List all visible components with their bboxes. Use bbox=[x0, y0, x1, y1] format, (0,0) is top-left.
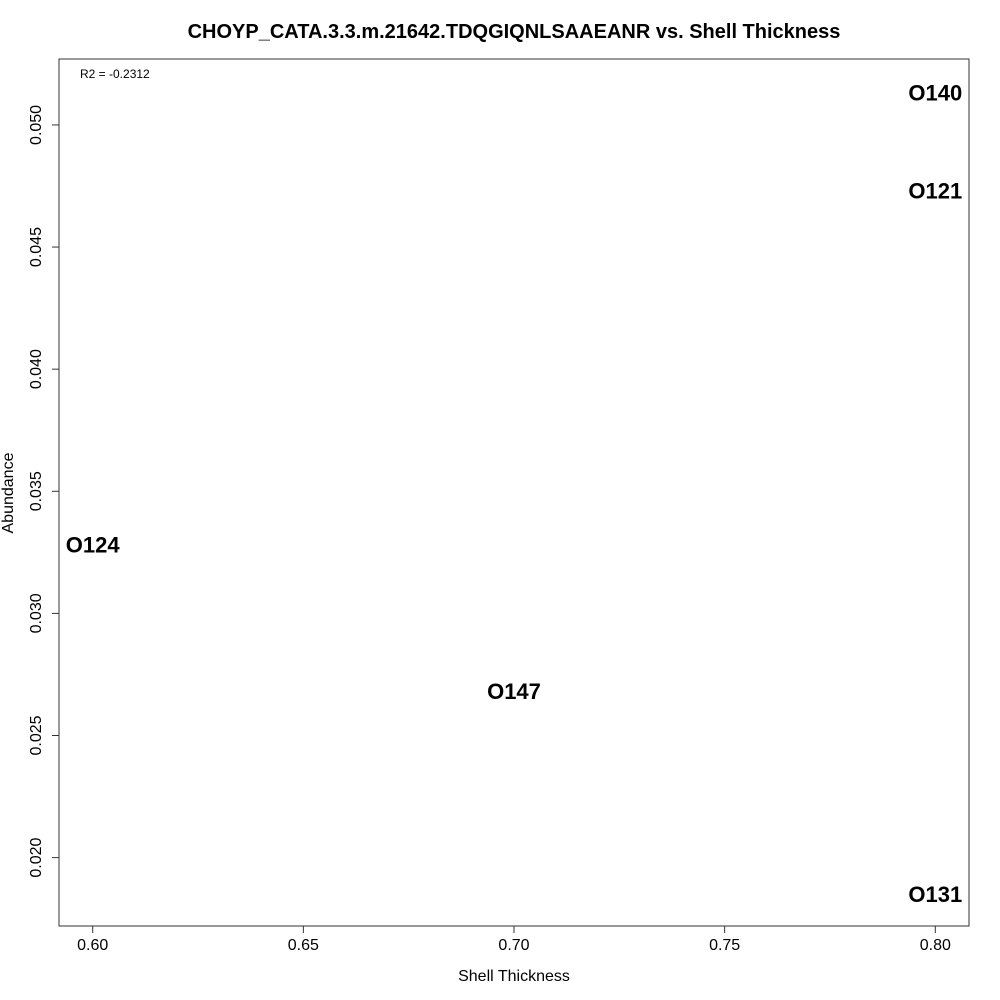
y-tick-label: 0.020 bbox=[28, 837, 45, 877]
point-label-o124: O124 bbox=[66, 533, 121, 558]
plot-frame bbox=[58, 58, 970, 927]
y-axis-label: Abundance bbox=[0, 452, 17, 533]
point-label-o140: O140 bbox=[908, 81, 962, 106]
y-tick-label: 0.050 bbox=[28, 105, 45, 145]
y-tick-label: 0.035 bbox=[28, 471, 45, 511]
point-label-o121: O121 bbox=[908, 178, 962, 203]
x-axis-label: Shell Thickness bbox=[458, 968, 570, 985]
point-label-o131: O131 bbox=[908, 882, 962, 907]
x-axis-ticks: 0.60 0.65 0.70 0.75 0.80 bbox=[77, 926, 951, 954]
data-points: O140 O121 O124 O147 O131 bbox=[66, 81, 962, 907]
chart-title: CHOYP_CATA.3.3.m.21642.TDQGIQNLSAAEANR v… bbox=[188, 21, 841, 43]
y-tick-label: 0.025 bbox=[28, 715, 45, 755]
x-tick-label: 0.60 bbox=[77, 937, 108, 954]
x-tick-label: 0.75 bbox=[709, 937, 740, 954]
y-axis-ticks: 0.020 0.025 0.030 0.035 0.040 0.045 0.050 bbox=[28, 105, 59, 878]
y-tick-label: 0.045 bbox=[28, 227, 45, 267]
x-tick-label: 0.70 bbox=[498, 937, 529, 954]
x-tick-label: 0.80 bbox=[920, 937, 951, 954]
y-tick-label: 0.040 bbox=[28, 349, 45, 389]
point-label-o147: O147 bbox=[487, 679, 541, 704]
r2-annotation: R2 = -0.2312 bbox=[80, 67, 150, 81]
y-tick-label: 0.030 bbox=[28, 593, 45, 633]
x-tick-label: 0.65 bbox=[288, 937, 319, 954]
